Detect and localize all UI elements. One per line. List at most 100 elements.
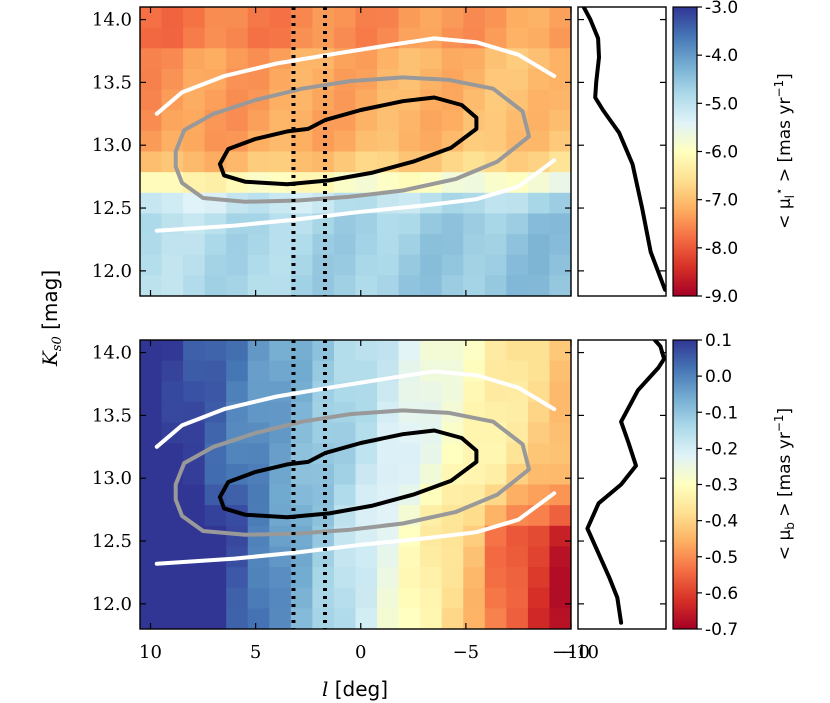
heatmap-cell (377, 254, 400, 276)
heatmap-cell (398, 192, 421, 215)
heatmap-cell (183, 7, 206, 29)
heatmap-cell (484, 463, 507, 486)
heatmap-cell (398, 27, 421, 49)
heatmap-cell (290, 275, 313, 296)
heatmap-cell (140, 567, 163, 589)
heatmap-cell (161, 381, 184, 403)
heatmap-cell (355, 567, 378, 589)
heatmap-cell (183, 48, 206, 70)
heatmap-cell (183, 360, 206, 382)
bottom-dotted-lines (291, 340, 328, 629)
heatmap-cell (549, 505, 571, 527)
heatmap-cell (506, 275, 529, 296)
heatmap-cell (377, 505, 400, 527)
heatmap-cell (269, 213, 292, 235)
heatmap-cell (527, 27, 551, 49)
heatmap-cell (140, 463, 163, 486)
heatmap-cell (333, 567, 357, 589)
heatmap-cell (290, 360, 313, 382)
heatmap-cell (290, 443, 313, 465)
heatmap-cell (247, 587, 270, 609)
heatmap-cell (333, 546, 357, 568)
heatmap-cell (161, 443, 184, 465)
heatmap-cell (527, 401, 551, 424)
heatmap-cell (527, 234, 551, 256)
heatmap-cell (484, 172, 507, 194)
heatmap-cell (269, 360, 292, 382)
heatmap-cell (355, 608, 378, 629)
heatmap-cell (269, 608, 292, 629)
heatmap-cell (527, 254, 551, 276)
y-tick-label: 12.5 (92, 531, 132, 552)
heatmap-cell (463, 567, 486, 589)
contour-outer-lower (154, 158, 557, 233)
heatmap-cell (290, 422, 313, 444)
heatmap-cell (161, 192, 184, 215)
side-profile-line (585, 340, 666, 625)
heatmap-cell (398, 110, 421, 132)
heatmap-cell (463, 505, 486, 527)
heatmap-cell (463, 340, 486, 362)
heatmap-cell (333, 213, 357, 235)
y-tick-label: 13.0 (92, 135, 132, 156)
heatmap-cell (204, 130, 227, 153)
heatmap-cell (549, 130, 571, 153)
heatmap-cell (420, 89, 443, 111)
heatmap-cell (269, 340, 292, 362)
heatmap-cell (204, 213, 227, 235)
colorbar-tick-label: -5.0 (705, 94, 738, 114)
heatmap-cell (226, 275, 249, 296)
heatmap-cell (484, 567, 507, 589)
colorbar-tick-label: -6.0 (705, 143, 738, 163)
heatmap-cell (333, 340, 357, 362)
heatmap-cell (549, 401, 571, 424)
heatmap-cell (333, 7, 357, 29)
heatmap-cell (204, 587, 227, 609)
heatmap-cell (183, 525, 206, 548)
heatmap-cell (140, 172, 163, 194)
y-tick-label: 14.0 (92, 10, 132, 31)
heatmap-cell (312, 360, 335, 382)
heatmap-cell (226, 525, 249, 548)
heatmap-cell (506, 360, 529, 382)
heatmap-cell (226, 110, 249, 132)
heatmap-cell (312, 89, 335, 111)
heatmap-cell (269, 110, 292, 132)
colorbar-tick-label: -3.0 (705, 0, 738, 18)
heatmap-cell (290, 130, 313, 153)
colorbar-tick-label: -0.1 (705, 403, 738, 423)
heatmap-cell (226, 192, 249, 215)
heatmap-cell (204, 254, 227, 276)
heatmap-cell (420, 567, 443, 589)
heatmap-cell (549, 7, 571, 29)
heatmap-cell (549, 27, 571, 49)
bottom-panel: 14.013.513.012.512.0 10 5 0 −5 −10 −10 0.10.… (92, 331, 797, 663)
heatmap-cell (549, 192, 571, 215)
heatmap-cell (441, 110, 464, 132)
side-x-tick-label: −10 (561, 642, 599, 663)
heatmap-cell (290, 525, 313, 548)
heatmap-cell (463, 275, 486, 296)
heatmap-cell (441, 130, 464, 153)
heatmap-cell (140, 401, 163, 424)
heatmap-cell (420, 234, 443, 256)
heatmap-cell (398, 463, 421, 486)
heatmap-cell (269, 484, 292, 506)
heatmap-cell (420, 546, 443, 568)
heatmap-cell (441, 151, 464, 173)
heatmap-cell (441, 213, 464, 235)
heatmap-cell (527, 7, 551, 29)
heatmap-cell (290, 484, 313, 506)
heatmap-cell (161, 234, 184, 256)
top-side-profile (581, 7, 666, 292)
heatmap-cell (441, 546, 464, 568)
heatmap-cell (140, 360, 163, 382)
heatmap-cell (333, 130, 357, 153)
heatmap-cell (290, 463, 313, 486)
bottom-colorbar (672, 339, 698, 630)
heatmap-cell (441, 275, 464, 296)
heatmap-cell (140, 484, 163, 506)
bottom-side-ticks: −10 (561, 351, 666, 663)
heatmap-cell (204, 422, 227, 444)
heatmap-cell (355, 484, 378, 506)
